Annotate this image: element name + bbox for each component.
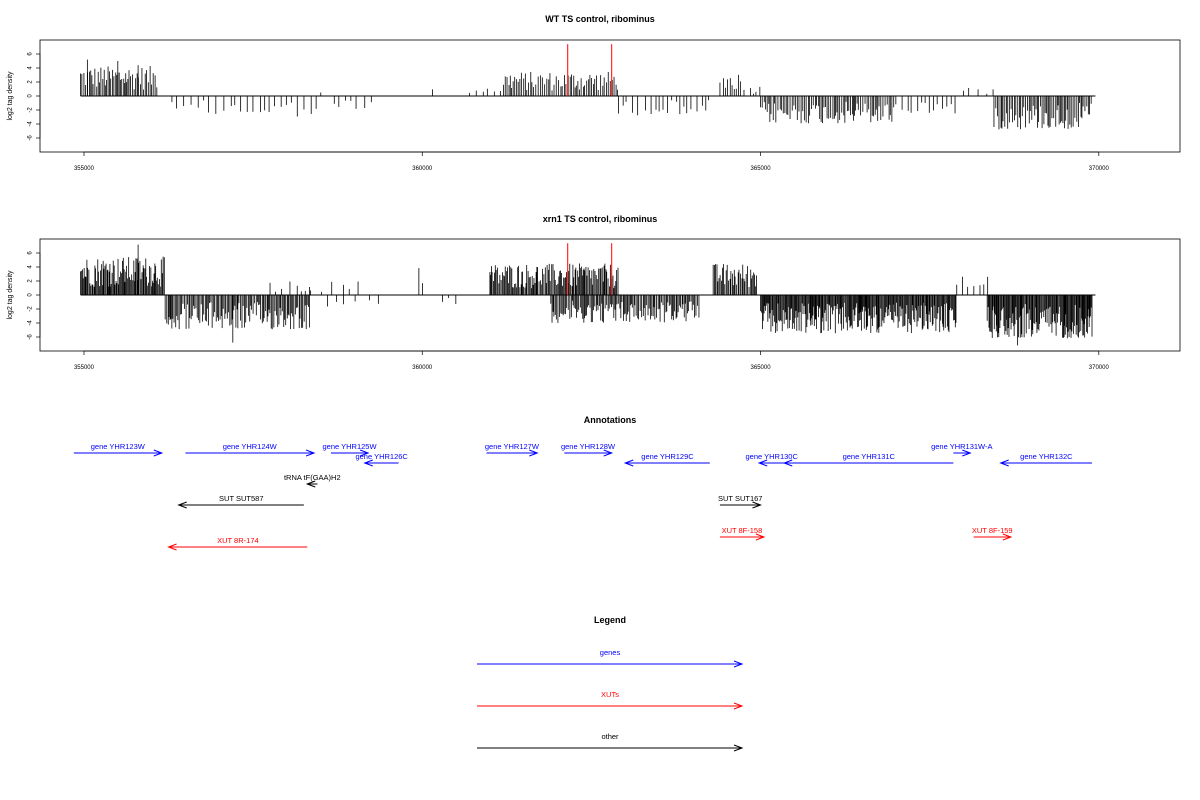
arrow-head — [1002, 533, 1013, 541]
y-tick-label: 4 — [28, 265, 34, 269]
feature-arrow — [757, 459, 785, 467]
annotations-panel: Annotations gene YHR123W gene YHR124W gene … — [73, 415, 1093, 551]
legend-panel: Legend genes XUTs other — [477, 615, 744, 752]
legend-label: XUTs — [601, 690, 619, 699]
arrow-head — [363, 459, 373, 467]
y-axis-label: log2 tag density — [7, 270, 14, 320]
y-tick-label: -2 — [28, 107, 34, 113]
x-tick-label: 355000 — [74, 166, 95, 172]
feature-arrow — [719, 533, 766, 541]
legend-label: other — [601, 732, 619, 741]
xrn1-ts-track-panel: xrn1 TS control, ribominus -6 -4 -2 0 2 4 6 log2… — [7, 214, 1181, 371]
legend-title: Legend — [594, 615, 626, 625]
density-bars — [80, 59, 1092, 130]
y-tick-label: 6 — [28, 52, 34, 56]
arrow-head — [305, 449, 316, 457]
arrow-head — [167, 543, 177, 551]
arrow-head — [359, 449, 370, 457]
y-tick-label: 2 — [28, 279, 34, 283]
arrow-head — [733, 660, 744, 668]
feature-label: SUT SUT587 — [219, 494, 263, 503]
feature-arrow — [999, 459, 1093, 467]
feature-label: XUT 8R-174 — [217, 536, 259, 545]
feature-arrow — [363, 459, 399, 467]
feature-label: gene YHR131W-A — [931, 442, 992, 451]
feature-arrow — [953, 449, 972, 457]
plot-title: WT TS control, ribominus — [545, 14, 655, 24]
y-tick-label: 6 — [28, 251, 34, 255]
feature-arrow — [486, 449, 539, 457]
feature-label: gene YHR127W — [485, 442, 540, 451]
y-tick-label: -6 — [28, 334, 34, 340]
feature-label: SUT SUT167 — [718, 494, 762, 503]
feature-label: gene YHR131C — [843, 452, 896, 461]
feature-label: XUT 8F-158 — [722, 526, 763, 535]
feature-label: gene YHR128W — [561, 442, 616, 451]
legend-label: genes — [600, 648, 621, 657]
legend-arrow — [477, 744, 744, 752]
y-tick-label: 4 — [28, 66, 34, 70]
x-tick-label: 370000 — [1089, 365, 1110, 371]
y-tick-label: -6 — [28, 135, 34, 141]
feature-label: tRNA tF(GAA)H2 — [284, 473, 341, 482]
x-tick-label: 360000 — [412, 365, 433, 371]
arrow-head — [177, 501, 187, 509]
y-axis: -6 -4 -2 0 2 4 6 log2 tag density — [7, 251, 41, 340]
feature-label: gene YHR124W — [223, 442, 278, 451]
feature-arrow — [305, 480, 318, 488]
wt-ts-track-panel: WT TS control, ribominus -6 -4 -2 0 2 4 6 log2 t… — [7, 14, 1181, 172]
y-tick-label: -4 — [28, 320, 34, 326]
arrow-head — [782, 459, 793, 467]
feature-label: gene YHR130C — [745, 452, 798, 461]
feature-arrow — [73, 449, 164, 457]
legend-arrow — [477, 702, 744, 710]
arrow-head — [755, 533, 766, 541]
feature-arrow — [330, 449, 370, 457]
feature-arrow — [185, 449, 316, 457]
feature-arrow — [167, 543, 308, 551]
x-tick-label: 365000 — [751, 365, 772, 371]
y-axis-label: log2 tag density — [7, 71, 14, 121]
legend-arrow — [477, 660, 744, 668]
y-tick-label: -4 — [28, 121, 34, 127]
feature-label: gene YHR132C — [1020, 452, 1073, 461]
arrow-head — [305, 480, 316, 488]
arrow-head — [757, 459, 768, 467]
feature-label: gene YHR125W — [322, 442, 377, 451]
x-tick-label: 370000 — [1089, 166, 1110, 172]
arrow-head — [529, 449, 539, 457]
feature-label: gene YHR129C — [641, 452, 694, 461]
feature-arrow — [564, 449, 614, 457]
arrow-head — [153, 449, 164, 457]
density-bars — [80, 244, 1093, 346]
y-tick-label: 0 — [28, 293, 34, 297]
y-tick-label: 0 — [28, 94, 34, 98]
arrow-head — [733, 744, 744, 752]
annotations-title: Annotations — [584, 415, 637, 425]
feature-label: gene YHR126C — [355, 452, 408, 461]
arrow-head — [603, 449, 614, 457]
arrow-head — [999, 459, 1009, 467]
x-tick-label: 360000 — [412, 166, 433, 172]
y-tick-label: 2 — [28, 80, 34, 84]
feature-arrow — [719, 501, 762, 509]
arrow-head — [733, 702, 744, 710]
y-axis: -6 -4 -2 0 2 4 6 log2 tag density — [7, 52, 41, 141]
y-tick-label: -2 — [28, 306, 34, 312]
feature-arrow — [782, 459, 954, 467]
feature-arrow — [623, 459, 710, 467]
feature-arrow — [177, 501, 304, 509]
arrow-head — [752, 501, 762, 509]
arrow-head — [962, 449, 972, 457]
plot-title: xrn1 TS control, ribominus — [543, 214, 658, 224]
x-axis: 355000 360000 365000 370000 — [74, 350, 1110, 371]
feature-label: gene YHR123W — [91, 442, 146, 451]
feature-label: XUT 8F-159 — [972, 526, 1013, 535]
x-axis: 355000 360000 365000 370000 — [74, 151, 1110, 172]
x-tick-label: 355000 — [74, 365, 95, 371]
feature-arrow — [973, 533, 1013, 541]
x-tick-label: 365000 — [751, 166, 772, 172]
arrow-head — [623, 459, 634, 467]
